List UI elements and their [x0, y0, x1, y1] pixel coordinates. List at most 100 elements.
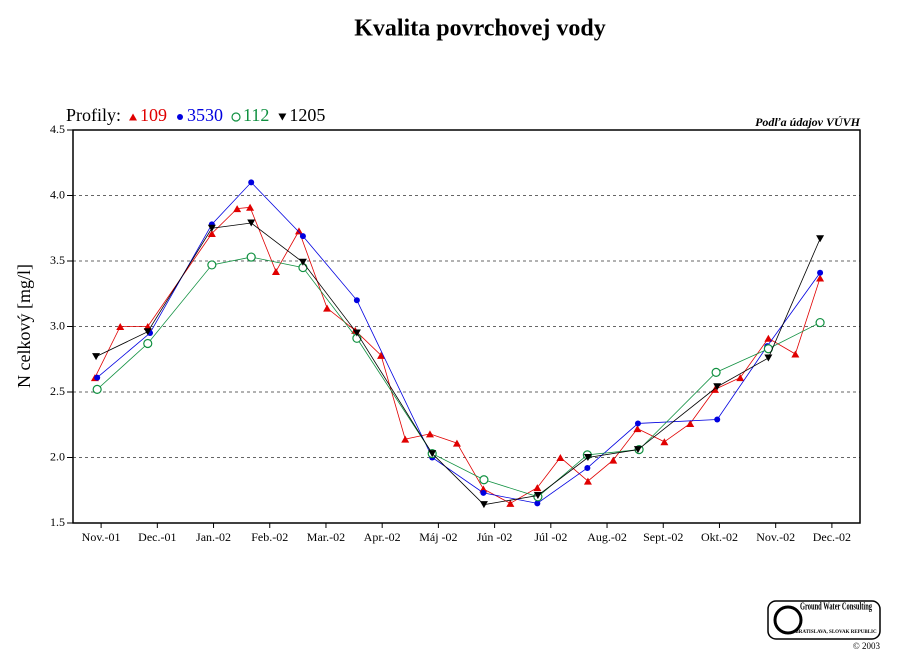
logo-frame [767, 600, 881, 640]
y-tick-label: 1.5 [50, 515, 65, 529]
marker [299, 233, 306, 240]
marker [428, 450, 437, 458]
marker [791, 350, 800, 358]
marker [352, 329, 361, 337]
y-tick-label: 2.0 [50, 449, 65, 463]
marker [323, 304, 332, 312]
marker [425, 430, 434, 438]
marker [633, 446, 642, 454]
marker [248, 179, 255, 186]
marker [736, 374, 745, 382]
x-tick-label: Jún -02 [477, 530, 513, 544]
marker [246, 252, 256, 262]
y-axis-label: N celkový [mg/l] [14, 264, 34, 388]
marker [143, 338, 153, 349]
marker [533, 491, 542, 499]
plot-frame [72, 129, 861, 524]
x-tick-label: Sept.-02 [643, 530, 683, 544]
marker [294, 227, 303, 235]
marker [556, 454, 565, 461]
marker [609, 456, 618, 464]
marker [233, 205, 242, 213]
x-tick-label: Júl -02 [534, 530, 567, 544]
marker [534, 500, 541, 507]
marker [207, 224, 216, 232]
marker [129, 113, 138, 121]
y-tick-label: 3.5 [50, 253, 65, 267]
marker [815, 317, 825, 328]
x-tick-label: Dec.-02 [813, 530, 851, 544]
marker [401, 435, 410, 443]
marker [480, 489, 487, 496]
x-tick-label: Apr.-02 [364, 530, 401, 544]
marker [271, 267, 280, 275]
marker [714, 416, 721, 423]
marker [817, 269, 824, 276]
marker [533, 484, 542, 492]
x-tick-label: Nov.-02 [756, 530, 795, 544]
logo-name: Ground Water Consulting [800, 601, 872, 612]
x-tick-label: Nov.-01 [82, 530, 121, 544]
marker [207, 260, 217, 270]
series-line [96, 256, 821, 498]
x-tick-label: Mar.-02 [307, 530, 345, 544]
legend-label: 3530 [187, 105, 223, 125]
marker [686, 419, 695, 427]
x-tick-label: Jan.-02 [196, 530, 231, 544]
marker [713, 383, 722, 391]
marker [583, 454, 592, 461]
legend-label: 109 [140, 105, 167, 125]
logo: Ground Water Consulting BRATISLAVA, SLOV… [767, 600, 881, 651]
marker [207, 229, 216, 237]
marker [506, 499, 515, 507]
y-tick-label: 4.0 [50, 187, 65, 201]
series-line [96, 181, 821, 504]
marker [711, 367, 721, 377]
marker [660, 438, 669, 446]
marker [479, 501, 488, 509]
marker [710, 385, 719, 393]
x-tick-label: Feb.-02 [251, 530, 288, 544]
x-tick-label: Okt.-02 [701, 530, 738, 544]
marker [231, 112, 241, 122]
marker [94, 374, 101, 381]
marker [764, 354, 773, 362]
marker [633, 425, 642, 433]
marker [816, 235, 825, 243]
marker [816, 274, 825, 282]
marker [247, 219, 256, 227]
y-tick-label: 3.0 [50, 318, 65, 332]
copyright: © 2003 [853, 641, 881, 651]
legend-label: 1205 [289, 105, 325, 125]
marker [583, 477, 592, 485]
marker [92, 353, 101, 361]
marker [246, 203, 255, 211]
x-tick-label: Aug.-02 [587, 530, 627, 544]
chart-title: Kvalita povrchovej vody [354, 16, 606, 42]
marker [92, 384, 102, 394]
logo-icon [773, 605, 803, 635]
logo-location: BRATISLAVA, SLOVAK REPUBLIC [795, 630, 877, 635]
y-tick-label: 2.5 [50, 384, 65, 398]
series-line [95, 222, 821, 506]
marker [278, 113, 287, 121]
legend-label: 112 [243, 105, 269, 125]
x-tick-label: Máj -02 [419, 530, 457, 544]
marker [584, 464, 591, 471]
marker [764, 334, 773, 342]
marker [479, 475, 489, 485]
marker [452, 439, 461, 447]
legend-title: Profily: [66, 105, 121, 125]
legend: Profily: 109 3530 112 1205 [66, 105, 325, 125]
marker [143, 328, 152, 336]
marker [353, 297, 360, 304]
marker [116, 323, 125, 330]
series-line [94, 206, 821, 504]
y-tick-label: 4.5 [50, 122, 65, 136]
x-tick-label: Dec.-01 [138, 530, 176, 544]
marker [377, 351, 386, 359]
marker [298, 258, 307, 266]
marker [177, 114, 184, 120]
source-note: Podľa údajov VÚVH [755, 115, 861, 129]
